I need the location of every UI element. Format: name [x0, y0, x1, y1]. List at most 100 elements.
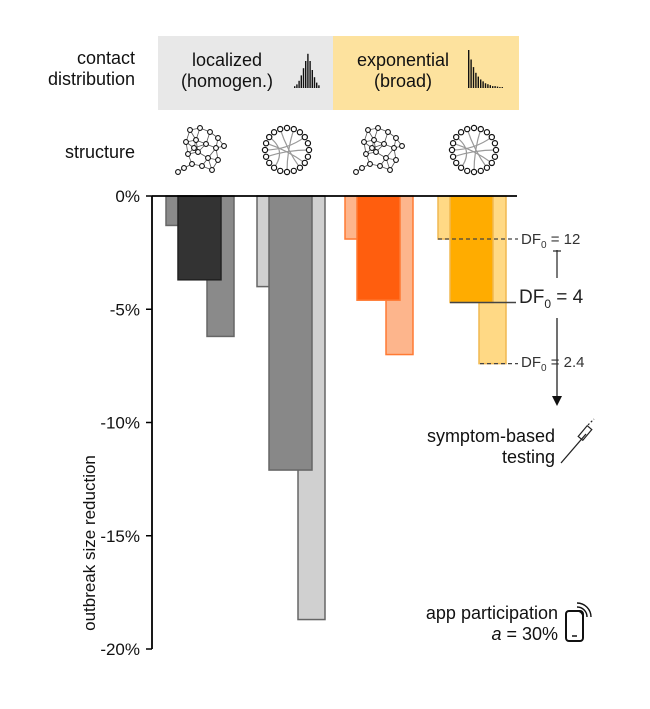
network-edge	[455, 136, 468, 169]
network-node	[270, 129, 278, 136]
df-top-prefix: DF	[521, 231, 541, 248]
app-line2: a = 30%	[390, 624, 558, 645]
network-node	[399, 143, 405, 149]
exponential-histogram-bar	[482, 81, 484, 88]
syringe-needle	[560, 433, 587, 464]
network-node	[371, 137, 377, 143]
random-network-icon-exponential	[448, 124, 500, 176]
network-structure-icons	[175, 124, 500, 176]
annotations-layer	[438, 238, 595, 642]
network-node	[477, 125, 484, 133]
network-node	[175, 169, 181, 175]
network-node	[377, 163, 383, 169]
exponential-histogram-bar	[470, 59, 472, 88]
network-node	[393, 157, 399, 163]
network-edge	[286, 128, 295, 173]
network-node	[181, 165, 187, 171]
localized-histogram-bar	[300, 75, 302, 88]
network-node	[457, 164, 465, 171]
app-variable: a	[491, 624, 502, 644]
bar-exponential-clustered-df4	[356, 195, 401, 301]
phone-body	[565, 610, 584, 642]
exponential-line1: exponential	[356, 50, 450, 70]
network-node	[277, 167, 284, 175]
localized-line1: localized	[191, 50, 263, 70]
network-node	[353, 169, 359, 175]
app-line1: app participation	[425, 603, 558, 623]
exponential-header-box	[333, 36, 519, 110]
network-node	[199, 163, 205, 169]
network-node	[290, 125, 297, 133]
network-node	[373, 149, 379, 155]
network-node	[261, 146, 269, 154]
network-node	[191, 145, 197, 151]
bar-localized-random-df4	[268, 195, 313, 471]
exponential-histogram-bar	[480, 79, 482, 88]
localized-histogram-bar	[307, 53, 309, 88]
network-node	[296, 129, 304, 136]
network-node	[492, 146, 500, 154]
localized-histogram-bar	[318, 85, 320, 88]
network-node	[262, 140, 270, 147]
df0-2-4-label: DF0 = 2.4	[521, 352, 585, 380]
contact-distribution-label: contact distribution	[40, 48, 135, 90]
network-node	[203, 141, 209, 147]
y-tick-label: -15%	[100, 527, 140, 546]
network-node	[488, 133, 495, 141]
network-edge	[268, 136, 281, 169]
exponential-line2: (broad)	[373, 71, 433, 91]
network-edge	[466, 128, 488, 169]
structure-label: structure	[64, 142, 135, 162]
network-node	[301, 159, 308, 167]
bar-localized-clustered-df4	[177, 195, 222, 281]
network-node	[491, 153, 499, 160]
df-bot-sub: 0	[541, 363, 547, 374]
exponential-histogram-bar	[494, 86, 496, 88]
network-node	[464, 167, 471, 175]
network-node	[453, 159, 460, 167]
network-edge	[451, 136, 493, 151]
exponential-histogram-bar	[477, 76, 479, 88]
localized-histogram-bar	[294, 86, 296, 88]
network-node	[296, 164, 304, 171]
network-node	[365, 127, 371, 133]
network-node	[375, 125, 381, 131]
exponential-histogram-bar	[472, 67, 475, 88]
network-node	[304, 140, 312, 147]
clustered-network-icon-localized	[175, 125, 227, 175]
y-axis-label: outbreak size reduction	[80, 455, 99, 631]
network-node	[215, 157, 221, 163]
exponential-histogram-bar	[475, 72, 477, 88]
network-node	[266, 159, 273, 167]
network-node	[448, 146, 456, 154]
phone-icon	[565, 602, 592, 642]
localized-label: localized (homogen.)	[164, 50, 290, 92]
bars-layer	[165, 195, 507, 621]
network-node	[205, 155, 211, 161]
network-node	[187, 127, 193, 133]
network-node	[277, 125, 284, 133]
testing-line2: testing	[501, 447, 555, 467]
localized-histogram-bar	[302, 68, 305, 88]
axes-layer: 0% -5% -10% -15% -20%	[100, 187, 517, 659]
localized-histogram-bar	[296, 84, 298, 88]
network-node	[453, 133, 460, 141]
clustered-network-icon-exponential	[353, 125, 405, 175]
network-node	[183, 139, 189, 145]
network-node	[283, 124, 291, 132]
network-node	[488, 159, 495, 167]
network-node	[449, 140, 457, 147]
network-node	[290, 167, 297, 175]
network-node	[367, 161, 373, 167]
y-tick-label: -20%	[100, 640, 140, 659]
network-node	[470, 168, 478, 176]
phone-signal-arc	[576, 610, 584, 618]
testing-line1: symptom-based	[426, 426, 555, 446]
network-node	[383, 155, 389, 161]
localized-histogram-bar	[298, 80, 300, 88]
exponential-histogram-bar	[492, 86, 494, 88]
network-node	[221, 143, 227, 149]
df0-12-label: DF0 = 12	[521, 229, 580, 257]
contact-label-line2: distribution	[47, 69, 135, 89]
network-node	[207, 129, 213, 135]
